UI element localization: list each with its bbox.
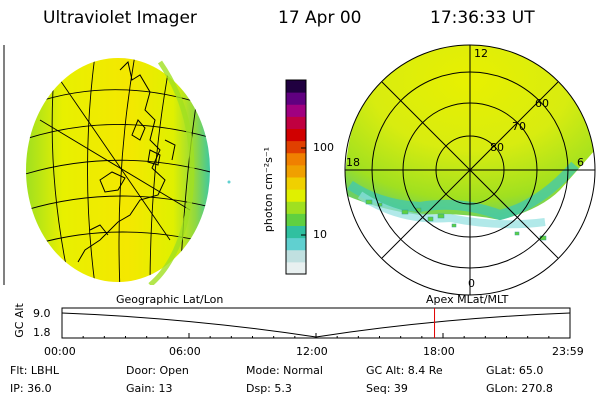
colorbar-band (286, 177, 306, 190)
colorbar-label: photon cm⁻²s⁻¹ (262, 146, 276, 233)
polar-plot (344, 44, 596, 296)
colorbar-band (286, 116, 306, 129)
mode-info: Mode: Normal (246, 364, 323, 377)
colorbar-band (286, 213, 306, 226)
apex-caption: Apex MLat/MLT (426, 293, 509, 306)
colorbar-band (286, 201, 306, 214)
dsp-info: Dsp: 5.3 (246, 382, 292, 395)
instrument-title: Ultraviolet Imager (43, 8, 197, 28)
timeline-y-tick-top: 9.0 (33, 307, 51, 320)
coastlines (77, 61, 176, 263)
colorbar-band (286, 92, 306, 105)
colorbar-tick-100: 100 (313, 141, 334, 154)
glat-info: GLat: 65.0 (486, 364, 544, 377)
colorbar-band (286, 140, 306, 154)
mlt-label-12: 12 (474, 47, 488, 60)
x-tick-2359: 23:59 (552, 345, 584, 358)
colorbar-band (286, 164, 306, 178)
door-info: Door: Open (126, 364, 189, 377)
lat-label-60: 60 (535, 97, 549, 110)
colorbar-band (286, 128, 306, 142)
filter-info: Flt: LBHL (10, 364, 59, 377)
colorbar-band (286, 189, 306, 202)
ip-info: IP: 36.0 (10, 382, 52, 395)
colorbar-tick-10: 10 (313, 228, 327, 241)
mlt-label-18: 18 (346, 156, 360, 169)
colorbar-band (286, 104, 306, 117)
lat-lon-grid (26, 58, 210, 282)
polar-grid (344, 44, 596, 296)
seq-info: Seq: 39 (366, 382, 408, 395)
x-tick-0600: 06:00 (169, 345, 201, 358)
colorbar (285, 79, 307, 275)
timeline-y-title: GC Alt (12, 303, 26, 338)
colorbar-frame (285, 79, 307, 275)
colorbar-band (286, 80, 306, 93)
gc-alt-info: GC Alt: 8.4 Re (366, 364, 443, 377)
colorbar-band (286, 225, 306, 239)
gain-info: Gain: 13 (126, 382, 173, 395)
x-tick-1200: 12:00 (296, 345, 328, 358)
colorbar-band (286, 237, 306, 251)
geographic-caption: Geographic Lat/Lon (116, 293, 224, 306)
time-label: 17:36:33 UT (430, 8, 535, 28)
x-tick-1800: 18:00 (423, 345, 455, 358)
earth-disk (26, 58, 210, 282)
date-label: 17 Apr 00 (278, 8, 362, 28)
altitude-timeline (61, 307, 571, 339)
timeline-y-tick-bottom: 1.8 (33, 326, 51, 339)
lat-label-80: 80 (490, 141, 504, 154)
glon-info: GLon: 270.8 (486, 382, 553, 395)
mlt-label-6: 6 (577, 156, 584, 169)
earth-image (26, 58, 210, 285)
colorbar-band (286, 261, 306, 275)
lat-label-70: 70 (512, 120, 526, 133)
colorbar-band (286, 249, 306, 263)
colorbar-band (286, 152, 306, 166)
mlt-label-0: 0 (468, 277, 475, 290)
x-tick-0000: 00:00 (44, 345, 76, 358)
